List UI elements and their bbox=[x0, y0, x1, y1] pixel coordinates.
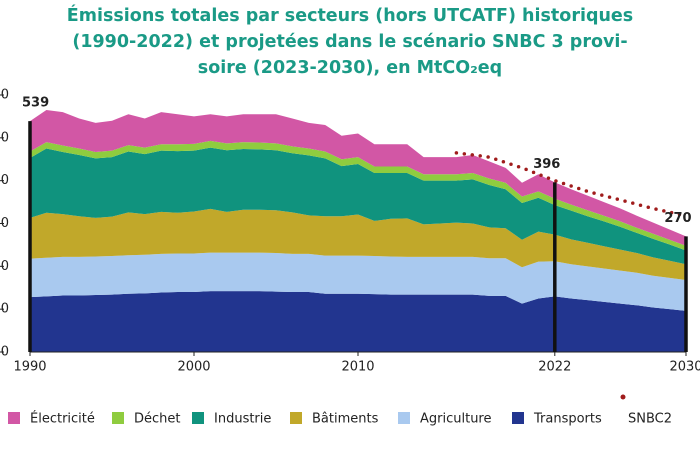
legend-swatch bbox=[192, 412, 204, 424]
area bbox=[30, 291, 686, 352]
y-tick-label: 200 bbox=[0, 259, 9, 274]
y-tick-label: 500 bbox=[0, 130, 9, 145]
x-tick-label: 1990 bbox=[13, 360, 46, 375]
legend-swatch bbox=[398, 412, 410, 424]
y-tick-label: 600 bbox=[0, 88, 9, 103]
legend-label: Agriculture bbox=[420, 412, 492, 427]
y-tick-label: 300 bbox=[0, 216, 9, 231]
annotation-label: 539 bbox=[22, 96, 49, 111]
y-tick-label: 400 bbox=[0, 173, 9, 188]
annotation-label: 270 bbox=[664, 211, 691, 226]
chart-title: Émissions totales par secteurs (hors UTC… bbox=[67, 4, 633, 26]
legend-swatch bbox=[8, 412, 20, 424]
chart-title: (1990-2022) et projetées dans le scénari… bbox=[72, 32, 627, 52]
y-tick-label: 0 bbox=[1, 345, 9, 360]
legend-label: SNBC2 bbox=[628, 412, 672, 427]
legend-swatch bbox=[112, 412, 124, 424]
legend-label: Transports bbox=[533, 412, 602, 427]
x-tick-label: 2030 bbox=[669, 360, 700, 375]
legend-label: Électricité bbox=[30, 411, 95, 427]
legend-swatch bbox=[290, 412, 302, 424]
area bbox=[30, 109, 686, 246]
x-tick-label: 2022 bbox=[538, 360, 571, 375]
legend-marker bbox=[620, 394, 626, 400]
legend-label: Bâtiments bbox=[312, 412, 379, 427]
legend-label: Déchet bbox=[134, 412, 181, 427]
y-tick-label: 100 bbox=[0, 302, 9, 317]
area bbox=[30, 140, 686, 251]
area bbox=[30, 208, 686, 281]
legend-label: Industrie bbox=[214, 412, 271, 427]
annotation-label: 396 bbox=[533, 157, 560, 172]
reference-line bbox=[454, 151, 688, 218]
area bbox=[30, 147, 686, 265]
legend-swatch bbox=[512, 412, 524, 424]
x-tick-label: 2000 bbox=[177, 360, 210, 375]
chart-title: soire (2023-2030), en MtCO₂eq bbox=[198, 58, 502, 78]
x-tick-label: 2010 bbox=[341, 360, 374, 375]
